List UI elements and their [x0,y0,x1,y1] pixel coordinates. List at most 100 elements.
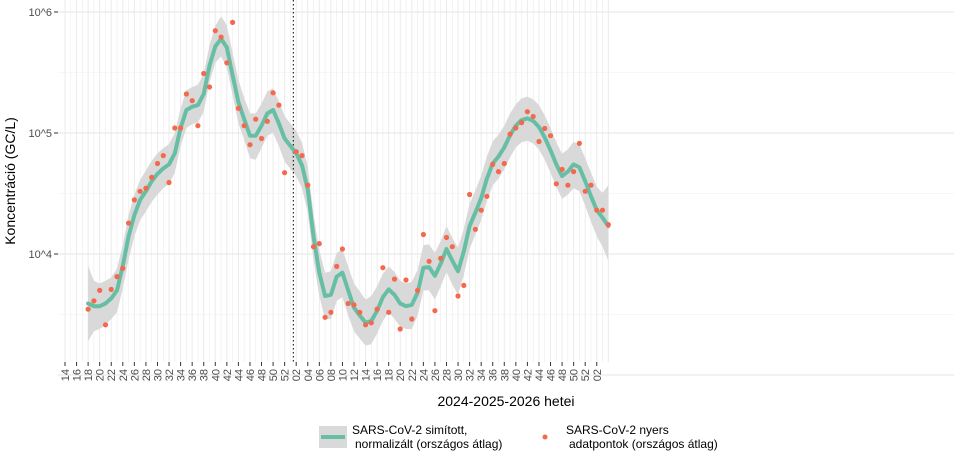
raw-data-point [368,320,374,326]
raw-data-point [108,286,114,292]
raw-data-point [415,287,421,293]
raw-data-point [588,182,594,188]
x-tick-label: 24 [118,369,130,381]
x-tick-label: 02 [291,369,303,381]
raw-data-point [270,90,276,96]
raw-data-point [276,102,282,108]
x-tick-label: 52 [580,369,592,381]
raw-data-point [582,188,588,194]
x-axis-ticks: 14 16 18 20 22 24 26 28 30 32 34 36 38 40 42 44 46 48 50 52… [60,362,604,381]
raw-data-point [218,34,224,40]
x-tick-label: 16 [372,369,384,381]
smoothed-series [86,36,611,325]
raw-data-point [397,326,403,332]
x-tick-label: 44 [233,369,245,381]
raw-data-point [316,241,322,247]
raw-data-point [322,314,328,320]
y-axis-ticks: 10^4 10^5 10^6 [28,7,58,261]
raw-data-point [230,19,236,25]
raw-data-point [178,125,184,131]
raw-data-point [576,140,583,146]
raw-data-point [310,244,317,250]
raw-data-point [183,91,189,97]
raw-data-point [206,84,213,90]
raw-data-point [461,282,467,288]
y-axis-title: Koncentráció (GC/L) [2,117,18,245]
x-tick-label: 38 [499,369,511,381]
raw-data-point [524,109,531,115]
x-tick-label: 20 [95,369,107,381]
raw-data-point [386,309,392,315]
raw-points [85,19,611,332]
raw-data-point [565,182,571,188]
raw-data-point [154,160,161,167]
raw-data-point [299,153,305,159]
y-tick-label: 10^6 [28,7,52,19]
raw-data-point [224,60,230,66]
raw-data-point [501,160,507,167]
raw-data-point [467,191,473,198]
x-tick-label: 24 [418,369,430,381]
x-tick-label: 44 [534,369,546,381]
x-tick-label: 48 [557,369,569,381]
y-tick-label: 10^4 [28,249,52,261]
raw-data-point [97,287,103,293]
x-tick-label: 40 [511,369,523,381]
raw-data-point [374,306,380,312]
raw-data-point [172,125,178,131]
x-tick-label: 04 [303,369,315,381]
x-tick-label: 36 [488,369,500,381]
x-axis-title: 2024-2025-2026 hetei [437,393,574,409]
raw-data-point [391,276,398,282]
x-tick-label: 14 [60,369,72,381]
x-tick-label: 36 [187,369,199,381]
raw-data-point [212,28,218,34]
raw-data-point [599,207,606,213]
raw-data-point [542,125,548,132]
legend: SARS-CoV-2 simított, normalizált (ország… [319,423,718,451]
raw-data-point [351,302,357,308]
x-tick-label: 22 [106,369,118,381]
x-tick-label: 42 [522,369,534,381]
x-tick-label: 34 [176,369,188,381]
raw-data-point [530,113,536,120]
x-tick-label: 46 [546,369,558,381]
raw-data-point [114,274,120,280]
raw-data-point [195,123,201,129]
x-tick-label: 26 [129,369,141,381]
raw-data-point [102,322,109,328]
x-tick-label: 42 [222,369,234,381]
legend-raw-label-1: SARS-CoV-2 nyers [566,423,669,437]
raw-data-point [131,197,137,203]
raw-data-point [235,105,241,111]
x-tick-label: 52 [280,369,292,381]
raw-data-point [120,265,126,271]
x-tick-label: 26 [430,369,442,381]
raw-data-point [137,188,143,194]
legend-raw-key-point [542,434,548,440]
x-tick-label: 34 [476,369,488,381]
raw-data-point [241,123,247,129]
x-tick-label: 12 [349,369,361,381]
x-tick-label: 02 [592,369,604,381]
legend-raw-label-2: adatpontok (országos átlag) [569,437,718,451]
raw-data-point [160,153,166,159]
raw-data-point [478,207,484,213]
x-tick-label: 20 [395,369,407,381]
raw-data-point [149,174,155,180]
confidence-band-area [88,16,609,346]
x-tick-label: 10 [337,369,349,381]
x-tick-label: 28 [141,369,153,381]
y-tick-label: 10^5 [28,128,52,140]
x-tick-label: 30 [453,369,465,381]
x-tick-label: 28 [442,369,454,381]
raw-data-point [495,169,502,175]
raw-data-point [443,234,450,241]
x-tick-label: 50 [268,369,280,381]
raw-data-point [91,298,97,304]
raw-data-point [380,265,386,271]
x-tick-label: 08 [326,369,338,381]
raw-data-point [357,309,363,315]
confidence-band [88,16,609,346]
x-tick-label: 30 [153,369,165,381]
